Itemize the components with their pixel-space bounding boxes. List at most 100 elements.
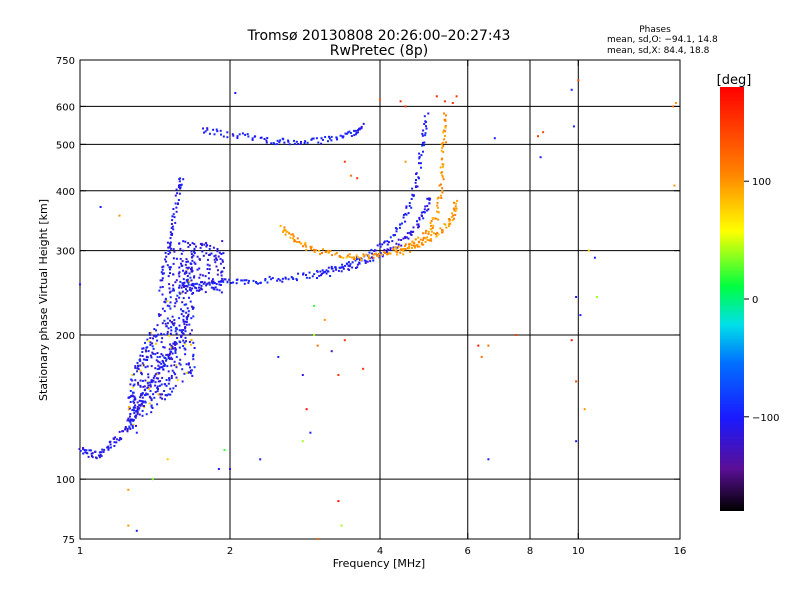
data-point [163,390,166,392]
data-point [178,184,180,187]
data-point [221,277,224,280]
data-point [158,384,161,387]
data-point [394,250,397,253]
data-point [150,380,153,383]
data-point [99,454,102,456]
data-point [185,323,188,326]
data-point [183,281,186,284]
data-point [174,344,177,346]
data-point [136,370,139,373]
data-point [178,346,181,349]
data-point [141,364,143,367]
data-point [415,172,418,175]
data-point [157,313,160,316]
data-point [129,383,132,386]
data-point [175,364,178,367]
data-point [430,239,433,242]
data-point [208,264,211,267]
data-point [158,355,161,358]
data-point [266,281,269,284]
data-point [247,135,250,138]
data-point [87,455,90,458]
data-point [204,275,207,278]
data-point [138,413,141,416]
data-point [169,231,172,234]
data-point [148,395,151,398]
data-point [109,443,112,446]
data-point [166,264,169,267]
data-point [188,288,191,291]
data-point [231,133,234,136]
data-point [91,456,94,459]
data-point [192,254,195,257]
data-point [429,222,432,224]
data-point [309,245,312,248]
data-point [157,377,160,380]
data-point [441,191,444,194]
data-point [179,257,182,260]
data-point [218,289,221,292]
data-point [124,426,127,428]
data-point [159,313,162,316]
data-point [208,268,211,271]
data-point [381,243,384,246]
data-point [210,252,213,255]
data-point [137,383,140,386]
data-point [420,214,423,217]
data-point [137,365,140,368]
data-point [331,267,334,270]
data-point [418,177,420,180]
data-point [150,331,152,334]
data-point [423,123,426,125]
data-point [322,271,325,274]
data-point [175,355,178,358]
data-point [115,438,118,441]
data-point [401,222,403,225]
data-point [182,318,185,321]
phases-title: Phases [639,25,671,35]
data-point [141,355,144,357]
data-point [255,281,257,283]
data-point [335,137,338,140]
data-point [148,381,151,384]
data-point [141,351,144,353]
data-point [178,286,180,289]
data-point [130,423,133,426]
data-point [166,317,169,320]
data-point [405,205,408,208]
data-point [350,135,353,137]
data-point [230,282,233,284]
data-point [169,319,171,322]
data-point [383,240,386,243]
data-point [320,142,323,145]
data-point [169,296,172,299]
data-point [355,254,358,257]
data-point [192,353,195,356]
data-point [415,179,417,181]
data-point [145,413,148,416]
data-point [157,333,160,336]
data-point [408,202,411,204]
data-point [302,273,304,276]
data-point [441,229,444,232]
data-point [424,237,427,240]
x-tick-label: 1 [77,546,83,557]
data-point [312,248,315,251]
data-point [163,346,166,349]
data-point [184,353,187,356]
data-point [455,95,458,98]
data-point [400,244,403,247]
data-point [165,255,168,258]
data-point [138,404,141,407]
data-point [437,233,440,236]
data-point [173,305,176,308]
data-point [364,262,367,264]
data-point [185,258,188,261]
data-point [379,252,382,255]
data-point [409,233,412,236]
data-point [348,130,351,133]
data-point [235,282,238,285]
data-point [310,246,312,249]
data-point [199,246,202,249]
data-point [291,277,294,279]
